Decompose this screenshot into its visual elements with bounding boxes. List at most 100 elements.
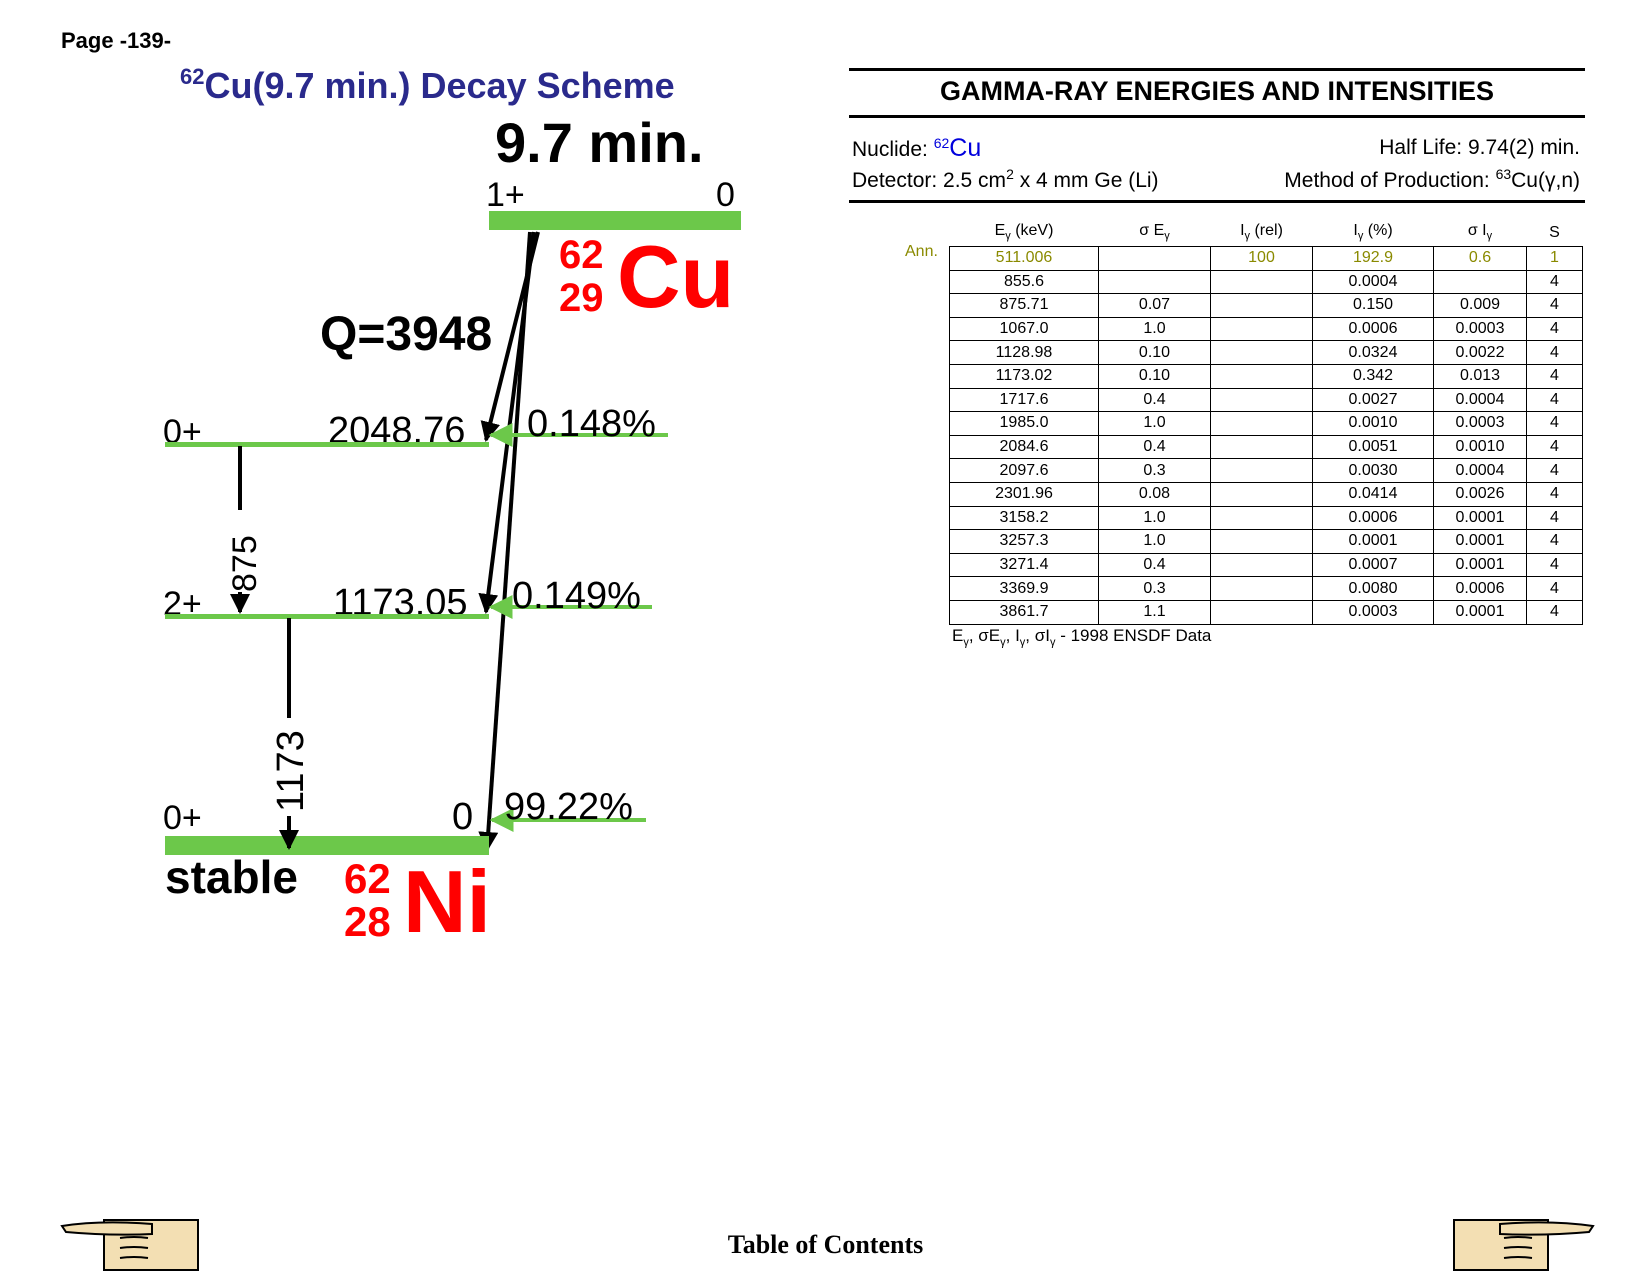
table-cell: 0.0001 — [1312, 529, 1434, 554]
table-cell: 1.0 — [1098, 529, 1211, 554]
table-cell: 2084.6 — [949, 434, 1099, 460]
table-cell: 3369.9 — [949, 576, 1099, 601]
table-cell: 0.0006 — [1312, 316, 1434, 342]
table-cell: 192.9 — [1312, 246, 1434, 271]
table-cell: 4 — [1526, 387, 1583, 413]
table-row: 3861.7 1.1 0.0003 0.0001 4 — [949, 599, 1583, 625]
table-cell: 4 — [1526, 434, 1583, 460]
annihilation-label: Ann. — [905, 243, 938, 260]
table-cell: 3158.2 — [949, 505, 1099, 531]
table-cell: 1.0 — [1098, 411, 1211, 436]
table-cell: 0.08 — [1098, 481, 1211, 507]
production-pre: Method of Production: — [1284, 169, 1496, 192]
table-cell: 0.4 — [1098, 434, 1211, 460]
table-cell — [1210, 411, 1313, 436]
table-cell: 0.013 — [1433, 363, 1527, 389]
table-cell: 0.0022 — [1433, 340, 1527, 365]
table-cell: 4 — [1526, 340, 1583, 365]
table-footnote: Eγ, σEγ, Iγ, σIγ - 1998 ENSDF Data — [952, 626, 1212, 649]
parent-spin: 1+ — [486, 176, 525, 214]
table-cell — [1210, 293, 1313, 318]
table-cell: 4 — [1526, 316, 1583, 342]
table-cell: 1067.0 — [949, 316, 1099, 342]
decay-scheme-diagram: 9.7 min. 1+ 0 62 29 Cu Q=3948 0+ 2048.76… — [163, 111, 741, 951]
parent-level-bar — [489, 211, 741, 230]
table-cell: 4 — [1526, 505, 1583, 531]
table-cell — [1210, 599, 1313, 625]
table-cell — [1210, 434, 1313, 460]
next-page-hand-icon[interactable] — [1450, 1214, 1595, 1274]
gamma-heading: GAMMA-RAY ENERGIES AND INTENSITIES — [939, 76, 1495, 106]
table-cell: 0.07 — [1098, 293, 1211, 318]
table-cell: 0.150 — [1312, 293, 1434, 318]
table-cell — [1210, 340, 1313, 365]
table-cell — [1210, 552, 1313, 578]
table-cell: 0.0001 — [1433, 505, 1527, 531]
nuclide-symbol: Cu — [949, 134, 982, 162]
table-cell: 0.0414 — [1312, 481, 1434, 507]
table-cell: 4 — [1526, 458, 1583, 483]
col-energy: Eγ (keV) — [994, 221, 1054, 242]
decay-arrow-to-ground — [478, 231, 532, 852]
table-cell: 0.0003 — [1312, 599, 1434, 625]
table-row: 855.6 0.0004 4 — [949, 269, 1583, 295]
nuclide-label: Nuclide: — [852, 138, 928, 161]
half-life: Half Life: 9.74(2) min. — [1379, 136, 1580, 159]
branch-1173: 0.149% — [512, 575, 641, 617]
table-cell — [1098, 269, 1211, 295]
q-value: Q=3948 — [320, 308, 492, 361]
col-sigma-energy: σ Eγ — [1139, 221, 1170, 242]
table-cell: 4 — [1526, 481, 1583, 507]
table-cell: 875.71 — [949, 293, 1099, 318]
branch-ground: 99.22% — [504, 786, 633, 828]
table-cell — [1210, 458, 1313, 483]
table-cell: 0.0004 — [1312, 269, 1434, 295]
table-of-contents-link[interactable]: Table of Contents — [727, 1230, 924, 1259]
table-cell: 1.0 — [1098, 505, 1211, 531]
table-cell: 0.3 — [1098, 458, 1211, 483]
table-row: 3369.9 0.3 0.0080 0.0006 4 — [949, 576, 1583, 601]
production-sup: 63 — [1495, 166, 1512, 182]
detector-info: Detector: 2.5 cm2 x 4 mm Ge (Li) — [852, 166, 1159, 193]
previous-page-hand-icon[interactable] — [60, 1214, 200, 1274]
table-cell: 3257.3 — [949, 529, 1099, 554]
table-cell: 100 — [1210, 246, 1313, 271]
table-cell: 1128.98 — [949, 340, 1099, 365]
col-sigma-intensity: σ Iγ — [1467, 221, 1493, 242]
table-cell — [1098, 246, 1211, 271]
table-cell: 0.0004 — [1433, 458, 1527, 483]
table-cell: 0.0030 — [1312, 458, 1434, 483]
table-cell: 0.4 — [1098, 387, 1211, 413]
table-cell: 0.0026 — [1433, 481, 1527, 507]
table-cell: 0.0051 — [1312, 434, 1434, 460]
production-method: Method of Production: 63Cu(γ,n) — [1284, 166, 1580, 193]
table-cell: 0.0027 — [1312, 387, 1434, 413]
table-cell: 1.0 — [1098, 316, 1211, 342]
table-cell — [1210, 363, 1313, 389]
daughter-mass: 62 — [344, 855, 391, 902]
table-row: 1985.0 1.0 0.0010 0.0003 4 — [949, 411, 1583, 436]
gamma-1173-label-bg — [271, 718, 307, 816]
table-cell: 1985.0 — [949, 411, 1099, 436]
nuclide-mass: 62 — [933, 135, 950, 151]
table-cell: 0.0010 — [1312, 411, 1434, 436]
table-cell: 4 — [1526, 411, 1583, 436]
table-row: 1173.02 0.10 0.342 0.013 4 — [949, 363, 1583, 389]
table-header-row: Eγ (keV) σ Eγ Iγ (rel) Iγ (%) σ Iγ S — [950, 212, 1583, 247]
table-cell: 3271.4 — [949, 552, 1099, 578]
gamma-875-label-bg — [224, 510, 256, 592]
table-cell — [1210, 316, 1313, 342]
table-row: 2097.6 0.3 0.0030 0.0004 4 — [949, 458, 1583, 483]
table-cell: 0.0010 — [1433, 434, 1527, 460]
table-cell: 2097.6 — [949, 458, 1099, 483]
table-cell: 4 — [1526, 269, 1583, 295]
table-cell — [1210, 269, 1313, 295]
table-cell: 1.1 — [1098, 599, 1211, 625]
table-cell — [1210, 505, 1313, 531]
table-cell: 0.0001 — [1433, 529, 1527, 554]
daughter-symbol: Ni — [403, 852, 491, 951]
table-cell: 0.0001 — [1433, 552, 1527, 578]
table-cell: 1717.6 — [949, 387, 1099, 413]
table-cell: 1 — [1526, 246, 1583, 271]
table-row: 2301.96 0.08 0.0414 0.0026 4 — [949, 481, 1583, 507]
